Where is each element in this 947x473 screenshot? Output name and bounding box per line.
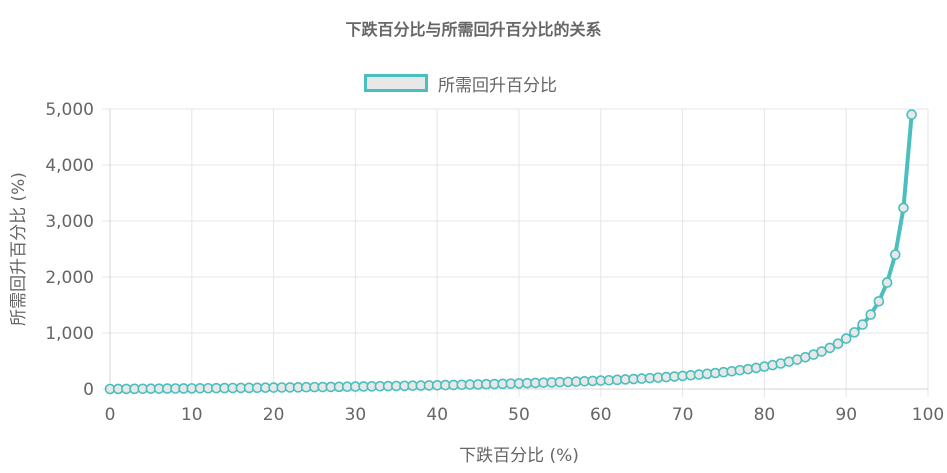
x-tick-label: 80 bbox=[754, 405, 776, 425]
x-tick-label: 70 bbox=[672, 405, 694, 425]
x-tick-label: 0 bbox=[105, 405, 116, 425]
data-point[interactable] bbox=[898, 202, 909, 214]
y-tick-label: 1,000 bbox=[45, 324, 94, 344]
x-tick-label: 50 bbox=[508, 405, 530, 425]
data-point[interactable] bbox=[824, 342, 836, 354]
x-tick-label: 40 bbox=[426, 405, 448, 425]
legend-swatch bbox=[364, 74, 428, 92]
data-point[interactable] bbox=[865, 309, 877, 320]
y-tick-label: 4,000 bbox=[45, 156, 94, 176]
data-point[interactable] bbox=[849, 327, 860, 338]
chart-title: 下跌百分比与所需回升百分比的关系 bbox=[345, 20, 602, 39]
x-tick-label: 90 bbox=[835, 405, 857, 425]
legend[interactable]: 所需回升百分比 bbox=[364, 70, 557, 96]
y-tick-label: 0 bbox=[83, 380, 94, 400]
series-points-group bbox=[104, 109, 917, 395]
x-tick-label: 100 bbox=[912, 405, 944, 425]
data-point[interactable] bbox=[857, 319, 868, 330]
y-tick-label: 5,000 bbox=[45, 100, 94, 120]
data-point[interactable] bbox=[840, 333, 852, 344]
series-line-group bbox=[109, 114, 914, 391]
data-point[interactable] bbox=[832, 338, 844, 349]
x-tick-label: 10 bbox=[181, 405, 203, 425]
series-line bbox=[109, 114, 914, 391]
y-tick-label: 3,000 bbox=[45, 212, 94, 232]
data-point[interactable] bbox=[881, 277, 893, 288]
data-point[interactable] bbox=[873, 295, 885, 307]
x-tick-label: 60 bbox=[590, 405, 612, 425]
axes: 0 10 20 30 40 50 60 70 80 90 100 0 1,000 2,000 3,000 4,… bbox=[45, 100, 944, 425]
data-point[interactable] bbox=[906, 109, 917, 120]
data-point[interactable] bbox=[889, 249, 901, 260]
x-tick-label: 30 bbox=[345, 405, 367, 425]
x-axis-title: 下跌百分比 (%) bbox=[459, 446, 579, 466]
x-tick-label: 20 bbox=[263, 405, 285, 425]
y-axis-title: 所需回升百分比 (%) bbox=[9, 172, 29, 326]
y-tick-label: 2,000 bbox=[45, 268, 94, 288]
legend-label: 所需回升百分比 bbox=[438, 75, 557, 96]
